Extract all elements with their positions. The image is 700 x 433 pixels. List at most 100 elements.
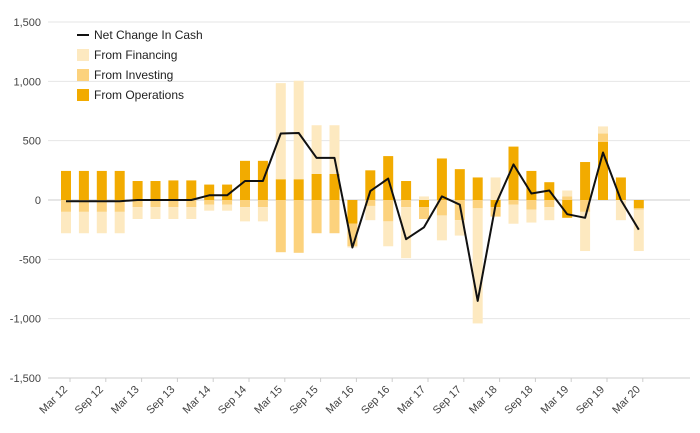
bar-from-operations	[150, 181, 161, 200]
x-tick-label: Mar 13	[109, 384, 142, 417]
bar-from-operations	[78, 170, 89, 200]
bar-from-operations	[562, 200, 573, 218]
y-tick-label: -500	[19, 254, 41, 266]
bar-from-operations	[168, 180, 179, 200]
bar-from-investing	[347, 223, 358, 247]
x-tick-label: Mar 15	[252, 384, 285, 417]
bar-from-operations	[454, 169, 465, 200]
bar-from-financing	[204, 204, 215, 211]
bar-from-operations	[61, 170, 71, 200]
bar-from-investing	[204, 200, 215, 205]
bar-from-investing	[383, 200, 394, 222]
x-tick-label: Sep 17	[431, 384, 464, 417]
bar-from-investing	[580, 200, 591, 212]
bar-from-operations	[526, 170, 537, 200]
bar-from-investing	[508, 200, 519, 205]
bar-from-financing	[526, 209, 537, 223]
bar-from-operations	[633, 200, 644, 209]
x-tick-label: Mar 20	[610, 384, 643, 417]
legend-swatch-from-investing	[77, 69, 89, 81]
bar-from-financing	[240, 207, 250, 222]
y-tick-label: -1,000	[10, 314, 41, 326]
bar-from-operations	[204, 184, 215, 200]
bar-from-financing	[401, 207, 412, 259]
bar-from-investing	[526, 200, 537, 210]
bar-from-investing	[436, 200, 447, 216]
bar-from-investing	[311, 200, 322, 234]
bar-from-operations	[96, 170, 107, 200]
bar-from-investing	[544, 200, 555, 208]
bar-from-financing	[186, 207, 197, 219]
bar-from-financing	[633, 209, 644, 252]
bar-from-financing	[78, 211, 89, 234]
bar-from-investing	[365, 200, 376, 206]
x-tick-label: Sep 19	[574, 384, 607, 417]
bar-from-financing	[598, 126, 608, 134]
legend: Net Change In Cash From Financing From Inv…	[77, 28, 203, 102]
x-axis: Mar 12 Sep 12 Mar 13 Sep 13 Mar 14 Sep 14 Mar …	[37, 377, 690, 417]
bar-from-financing	[365, 205, 376, 221]
x-tick-label: Sep 18	[502, 384, 535, 417]
bar-from-investing	[61, 200, 71, 212]
bar-from-investing	[132, 200, 143, 208]
bar-from-financing	[454, 220, 465, 236]
bar-from-financing	[222, 204, 233, 211]
bar-from-investing	[222, 200, 233, 205]
x-tick-label: Sep 15	[288, 384, 321, 417]
bar-from-financing	[580, 211, 591, 252]
bar-from-operations	[419, 200, 429, 208]
legend-swatch-from-financing	[77, 49, 89, 61]
bar-from-operations	[508, 146, 519, 200]
bar-from-financing	[311, 125, 322, 174]
bar-from-investing	[401, 200, 412, 208]
bar-layer	[61, 80, 644, 324]
bar-from-financing	[329, 125, 340, 174]
bar-from-investing	[472, 200, 483, 209]
bar-from-financing	[508, 204, 519, 224]
y-tick-label: 1,000	[13, 76, 41, 88]
bar-from-operations	[222, 184, 233, 200]
y-tick-label: 0	[35, 195, 41, 207]
x-tick-label: Sep 12	[73, 384, 106, 417]
bar-from-financing	[436, 215, 447, 241]
bar-from-financing	[419, 196, 429, 200]
bar-from-operations	[132, 181, 143, 200]
bar-from-financing	[61, 211, 71, 234]
bar-from-operations	[615, 177, 626, 200]
bar-from-operations	[347, 200, 358, 224]
bar-from-financing	[615, 200, 626, 221]
bar-from-financing	[544, 207, 555, 221]
bar-from-financing	[275, 83, 286, 180]
bar-from-operations	[436, 158, 447, 200]
bar-from-operations	[365, 170, 376, 200]
x-tick-label: Sep 16	[359, 384, 392, 417]
legend-swatch-from-operations	[77, 89, 89, 101]
bar-from-investing	[293, 200, 304, 253]
bar-from-operations	[580, 162, 591, 200]
legend-label-from-operations: From Operations	[94, 88, 184, 102]
bar-from-financing	[472, 208, 483, 324]
bar-from-financing	[96, 211, 107, 234]
bar-from-financing	[150, 207, 161, 219]
bar-from-operations	[401, 181, 412, 200]
bar-from-operations	[293, 179, 304, 200]
bar-from-investing	[562, 196, 573, 200]
x-tick-label: Mar 12	[37, 384, 70, 417]
x-tick-label: Sep 13	[144, 384, 177, 417]
x-tick-label: Mar 17	[395, 384, 428, 417]
bar-from-operations	[329, 173, 340, 200]
bar-from-financing	[490, 177, 501, 200]
legend-label-net-change-in-cash: Net Change In Cash	[94, 28, 203, 42]
bar-from-investing	[96, 200, 107, 212]
bar-from-financing	[168, 207, 179, 219]
bar-from-investing	[168, 200, 179, 208]
bar-from-financing	[293, 80, 304, 180]
bar-from-operations	[311, 173, 322, 200]
bar-from-operations	[186, 180, 197, 200]
bar-from-financing	[132, 207, 143, 219]
bar-from-financing	[257, 207, 268, 222]
bar-from-operations	[472, 177, 483, 200]
x-tick-label: Sep 14	[216, 384, 249, 417]
